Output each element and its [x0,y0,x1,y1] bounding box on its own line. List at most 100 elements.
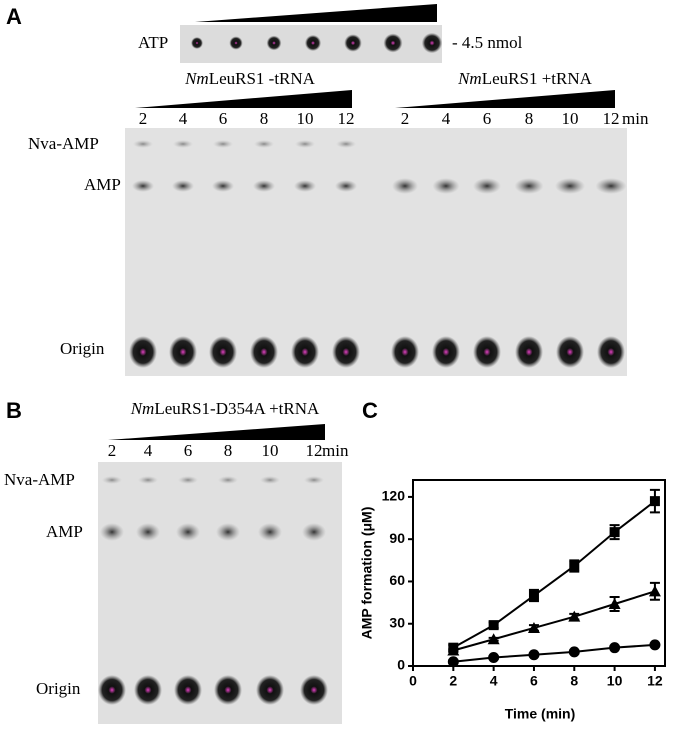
band [555,178,585,194]
wedge [195,4,437,22]
group-label: NmLeuRS1-D354A +tRNA [130,399,320,418]
marker [487,633,500,645]
band [473,178,501,194]
spot [383,33,403,53]
y-tick-label: 90 [389,530,405,546]
band [218,476,238,484]
marker [528,649,540,661]
marker [447,656,459,668]
lane-label: 2 [139,109,148,128]
spot [432,336,460,368]
spot [174,675,202,705]
lane-label: 4 [442,109,451,128]
gel [125,128,627,376]
spot [344,34,362,52]
atp-label: ATP [138,33,168,52]
lane-label: 2 [108,441,117,460]
band [260,476,280,484]
wedge [108,424,325,440]
band [136,523,160,541]
row-label: AMP [46,522,83,541]
row-label: AMP [84,175,121,194]
spot [229,36,243,50]
band [100,523,124,541]
band [258,523,282,541]
spot [98,675,126,705]
marker [488,652,500,664]
unit: min [622,109,649,128]
y-tick-label: 60 [389,572,405,588]
row-label: Origin [36,679,81,698]
y-tick-label: 120 [382,488,406,504]
band [392,178,418,194]
lane-label: 4 [179,109,188,128]
lane-label: 12 [603,109,620,128]
band [172,180,194,192]
lane-label: 12 [338,109,355,128]
x-tick-label: 6 [530,673,538,689]
marker [568,610,581,622]
band [294,180,316,192]
spot [473,336,501,368]
spot [191,37,203,49]
band [253,180,275,192]
panel-label: C [362,398,378,423]
unit: min [322,441,349,460]
spot [300,675,328,705]
band [304,476,324,484]
plot-frame [412,479,666,667]
x-axis-label: Time (min) [505,706,576,722]
band [295,140,315,148]
series-line [453,643,655,663]
band [102,476,122,484]
marker [528,590,539,601]
spot [169,336,197,368]
lane-label: 8 [525,109,534,128]
band [335,180,357,192]
lane-label: 8 [260,109,269,128]
spot [391,336,419,368]
band [173,140,193,148]
band [302,523,326,541]
y-tick-label: 30 [389,614,405,630]
series-line [453,590,656,652]
lane-label: 4 [144,441,153,460]
row-label: Nva-AMP [28,134,99,153]
band [514,178,544,194]
spot [332,336,360,368]
marker [568,646,580,658]
spot [421,32,443,54]
band [432,178,460,194]
band [216,523,240,541]
spot [214,675,242,705]
lane-label: 6 [219,109,228,128]
panel-label: A [6,4,22,29]
lane-label: 12 [306,441,323,460]
band [133,140,153,148]
marker [649,496,660,507]
band [132,180,154,192]
band [138,476,158,484]
x-tick-label: 10 [607,673,623,689]
spot [515,336,543,368]
marker [569,560,580,571]
spot [597,336,625,368]
band [213,140,233,148]
marker [488,620,499,631]
row-label: Origin [60,339,105,358]
band [212,180,234,192]
band [254,140,274,148]
band [176,523,200,541]
marker [649,639,661,651]
lane-label: 10 [562,109,579,128]
marker [609,527,620,538]
x-tick-label: 0 [409,673,417,689]
spot [256,675,284,705]
band [336,140,356,148]
x-tick-label: 12 [647,673,663,689]
y-tick-label: 0 [397,657,405,673]
lane-label: 8 [224,441,233,460]
wedge [135,90,352,108]
band [178,476,198,484]
